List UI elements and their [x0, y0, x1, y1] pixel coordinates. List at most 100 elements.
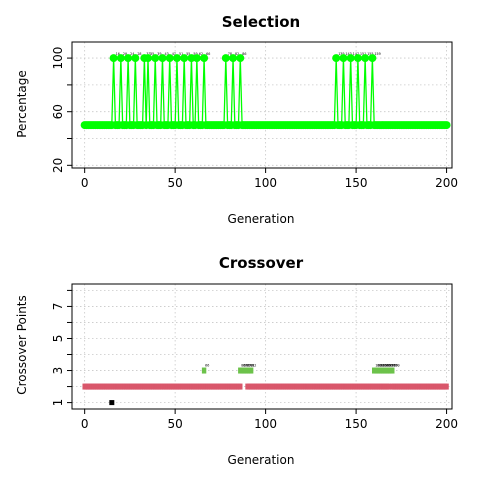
selection-spike-line — [223, 58, 229, 126]
selection-x-tick-label: 100 — [254, 176, 277, 190]
crossover-x-tick-label: 0 — [81, 417, 89, 431]
selection-spike-point — [158, 54, 167, 63]
selection-spike-line — [111, 58, 117, 126]
selection-spike-line — [160, 58, 165, 126]
selection-spike-line — [181, 58, 187, 126]
selection-spike-line — [340, 58, 346, 126]
crossover-point-label: 166 — [386, 364, 392, 368]
selection-spike-line — [118, 58, 124, 126]
selection-spike-line — [141, 58, 147, 126]
crossover-point-label: 170 — [393, 364, 399, 368]
crossover-point — [248, 367, 254, 374]
selection-spike-point — [368, 54, 377, 63]
selection-x-tick-label: 200 — [435, 176, 458, 190]
selection-spike-line — [237, 58, 243, 126]
selection-spike-line — [230, 58, 236, 126]
crossover-point-label: 90 — [249, 364, 253, 368]
crossover-point — [390, 367, 395, 374]
crossover-point-label: 88 — [245, 364, 249, 368]
selection-spike-point — [131, 54, 140, 63]
selection-y-tick-label: 60 — [51, 104, 65, 119]
selection-spike-point — [332, 54, 341, 63]
crossover-point — [238, 383, 243, 390]
crossover-x-tick-label: 50 — [168, 417, 183, 431]
crossover-point-label: 160 — [375, 364, 381, 368]
crossover-point-label: 89 — [247, 364, 251, 368]
selection-spike-point — [144, 54, 152, 63]
selection-point-label: 139 — [338, 52, 344, 56]
crossover-plot-frame — [71, 283, 453, 410]
crossover-point-label: 169 — [391, 364, 397, 368]
selection-chart: Selection Generation Percentage 0 50 100 15… — [15, 13, 458, 226]
selection-spike-point — [339, 54, 348, 63]
selection-spike-point — [109, 54, 118, 63]
crossover-x-tick-label: 200 — [435, 417, 458, 431]
selection-spike-point — [192, 54, 201, 63]
crossover-y-tick-label: 1 — [51, 399, 65, 407]
selection-point-label: 47 — [172, 52, 176, 56]
crossover-point-label: 168 — [390, 364, 396, 368]
selection-y-tick-label: 100 — [51, 47, 65, 70]
crossover-y-tick-label: 3 — [51, 367, 65, 375]
selection-point-label: 33 — [146, 52, 150, 56]
selection-x-tick-label: 50 — [168, 176, 183, 190]
selection-spike-point — [200, 54, 209, 63]
selection-point-label: 39 — [157, 52, 161, 56]
crossover-point-label: 167 — [388, 364, 394, 368]
crossover-point-label: 86 — [241, 364, 245, 368]
selection-point-label: 20 — [123, 52, 127, 56]
selection-spike-line — [362, 58, 368, 126]
selection-spike-point — [229, 54, 238, 63]
selection-spike-point — [353, 54, 362, 63]
crossover-point-label: 91 — [250, 364, 254, 368]
crossover-point — [444, 383, 449, 390]
selection-spike-line — [355, 58, 361, 126]
crossover-x-tick-label: 150 — [345, 417, 368, 431]
crossover-title: Crossover — [219, 254, 304, 272]
crossover-chart: Crossover Generation Crossover Points 0 5… — [15, 254, 458, 467]
crossover-x-tick-label: 100 — [254, 417, 277, 431]
selection-point-label: 43 — [164, 52, 168, 56]
crossover-point-label: 163 — [381, 364, 387, 368]
selection-spike-point — [151, 54, 160, 63]
selection-point-label: 28 — [137, 52, 141, 56]
selection-title: Selection — [222, 13, 300, 31]
selection-point-label: 151 — [360, 52, 366, 56]
selection-spike-line — [201, 58, 207, 126]
selection-point-label: 16 — [116, 52, 120, 56]
selection-point-label: 82 — [235, 52, 239, 56]
selection-point-label: 24 — [130, 52, 134, 56]
selection-spike-line — [333, 58, 339, 126]
selection-x-axis-label: Generation — [228, 212, 295, 226]
crossover-point-label: 92 — [252, 364, 256, 368]
selection-spike-line — [174, 58, 180, 126]
selection-spike-line — [194, 58, 200, 126]
selection-spike-point — [124, 54, 133, 63]
crossover-point-label: 164 — [382, 364, 388, 368]
selection-point-label: 59 — [193, 52, 197, 56]
crossover-point-label: 87 — [243, 364, 247, 368]
selection-point-label: 147 — [353, 52, 359, 56]
selection-spike-point — [361, 54, 370, 63]
selection-spike-point — [172, 54, 181, 63]
selection-point-label: 155 — [367, 52, 373, 56]
selection-point-label: 62 — [199, 52, 203, 56]
crossover-y-tick-label: 7 — [51, 303, 65, 311]
crossover-point-label: 161 — [377, 364, 383, 368]
crossover-point-label: 165 — [384, 364, 390, 368]
selection-spike-line — [125, 58, 131, 126]
selection-point-label: 143 — [345, 52, 351, 56]
crossover-point-label: 162 — [379, 364, 385, 368]
selection-x-tick-label: 150 — [345, 176, 368, 190]
selection-y-tick-label: 20 — [51, 158, 65, 173]
selection-point-label: 159 — [374, 52, 380, 56]
crossover-point — [109, 400, 115, 406]
selection-spike-point — [236, 54, 245, 63]
selection-spike-line — [167, 58, 173, 126]
selection-plot-frame — [71, 41, 453, 169]
crossover-point-label: 66 — [205, 364, 209, 368]
selection-point-label: 35 — [150, 52, 154, 56]
selection-spike-point — [180, 54, 189, 63]
crossover-point — [386, 383, 391, 390]
